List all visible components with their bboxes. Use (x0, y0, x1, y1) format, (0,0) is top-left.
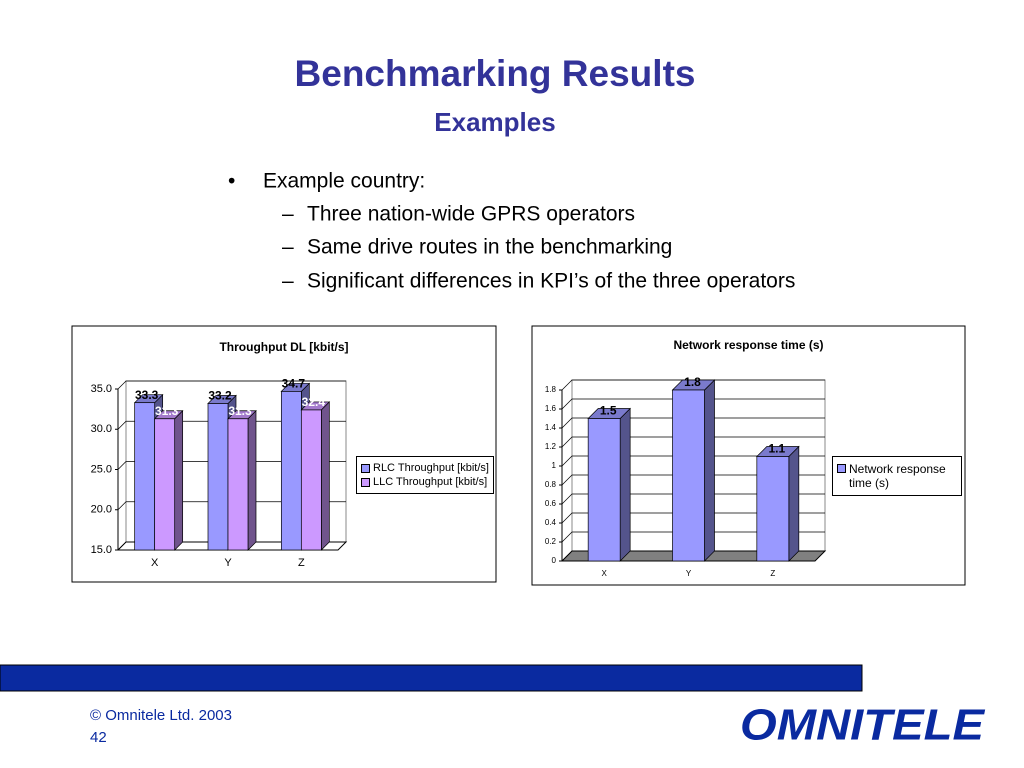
legend-entry: RLC Throughput [kbit/s] (361, 462, 489, 474)
chart-title: Throughput DL [kbit/s] (219, 340, 348, 354)
grid-line (561, 531, 825, 543)
x-tick-label: X (601, 569, 607, 578)
bar (300, 409, 322, 551)
data-label: 31.3 (155, 404, 179, 418)
y-tick-label: 0.6 (545, 499, 557, 508)
data-label: 33.2 (208, 389, 232, 403)
bar-side (788, 445, 800, 562)
logo: OMNITELE (740, 701, 986, 750)
grid-line (561, 474, 825, 486)
y-tick-label: 0.2 (545, 537, 557, 546)
grid-line (117, 501, 346, 510)
sub-bullet: Same drive routes in the benchmarking (307, 236, 672, 259)
legend-key (837, 464, 846, 473)
copyright: © Omnitele Ltd. 2003 (90, 707, 232, 724)
bullet-mark: • (228, 170, 235, 193)
legend: Network response time (s) (832, 456, 962, 496)
data-label: 1.8 (684, 375, 701, 389)
bar-side (174, 409, 184, 551)
sub-bullet-mark: – (282, 236, 294, 259)
grid-line (561, 436, 825, 448)
x-tick-label: X (151, 557, 159, 569)
data-label: 1.5 (600, 404, 617, 418)
bullet: Example country: (263, 170, 425, 193)
x-tick-label: Y (224, 557, 232, 569)
slide-title: Benchmarking Results (295, 53, 696, 94)
y-tick-label: 1.6 (545, 404, 557, 413)
bar (280, 391, 302, 551)
bar (134, 402, 156, 551)
x-tick-label: Y (686, 569, 692, 578)
grid-line (561, 512, 825, 524)
bar (756, 456, 790, 562)
slide-subtitle: Examples (434, 107, 555, 137)
bar (672, 389, 705, 562)
y-tick-label: 15.0 (91, 544, 112, 556)
page-number: 42 (90, 729, 107, 746)
grid-line (561, 417, 825, 429)
y-tick-label: 1.4 (545, 423, 557, 432)
legend-key (361, 464, 370, 473)
y-tick-label: 1.8 (545, 385, 557, 394)
grid-line (561, 455, 825, 467)
x-tick-label: Z (770, 569, 775, 578)
grid-line (561, 398, 825, 410)
sub-bullet: Three nation-wide GPRS operators (307, 203, 635, 226)
bar (207, 403, 229, 551)
bar-side (320, 401, 330, 551)
data-label: 32.4 (302, 395, 326, 409)
footer-bar (0, 664, 863, 692)
sub-bullet: Significant differences in KPI’s of the … (307, 270, 795, 293)
grid-line (117, 420, 346, 430)
grid-line (561, 493, 825, 505)
data-label: 33.3 (135, 388, 159, 402)
y-tick-label: 20.0 (91, 504, 112, 516)
y-tick-label: 1.2 (545, 442, 557, 451)
legend-label: RLC Throughput [kbit/s] (373, 462, 489, 474)
legend-entry: Network response time (s) (837, 462, 957, 490)
grid-line (117, 380, 346, 390)
grid-line (117, 541, 346, 551)
y-tick-label: 0.4 (545, 518, 557, 527)
sub-bullet-mark: – (282, 270, 294, 293)
sub-bullet-mark: – (282, 203, 294, 226)
data-label: 34.7 (282, 377, 306, 391)
y-tick-label: 0.8 (545, 480, 557, 489)
chart-title: Network response time (s) (673, 338, 823, 352)
legend-key (361, 478, 370, 487)
legend: RLC Throughput [kbit/s] LLC Throughput [k… (356, 456, 494, 494)
y-tick-label: 1 (552, 461, 557, 470)
legend-entry: LLC Throughput [kbit/s] (361, 476, 489, 488)
y-tick-label: 30.0 (91, 423, 112, 435)
data-label: 31.3 (228, 404, 252, 418)
y-tick-label: 25.0 (91, 463, 112, 475)
y-tick-label: 0 (552, 556, 557, 565)
grid-line (117, 461, 346, 470)
bar (154, 418, 176, 551)
bar (227, 418, 249, 551)
bar-side (704, 379, 715, 562)
grid-line (561, 550, 825, 562)
bar (587, 418, 621, 562)
legend-label: LLC Throughput [kbit/s] (373, 476, 488, 488)
legend-label: Network response time (s) (849, 462, 946, 490)
bar-side (619, 407, 631, 562)
data-label: 1.1 (768, 442, 785, 456)
y-tick-label: 35.0 (91, 383, 112, 395)
bar-side (247, 409, 257, 551)
x-tick-label: Z (298, 557, 305, 569)
grid-line (561, 379, 825, 391)
